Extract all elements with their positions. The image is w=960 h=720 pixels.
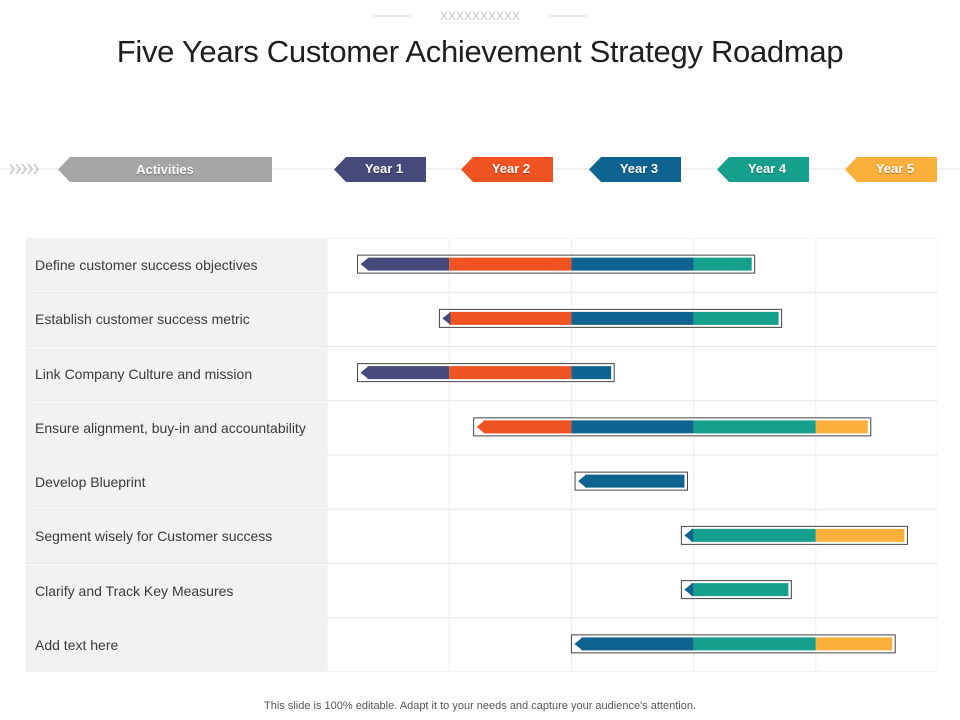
row-label-text: Add text here	[35, 636, 119, 653]
year-tag-3	[589, 157, 681, 182]
row-label-text: Link Company Culture and mission	[35, 365, 253, 382]
row-label-3: Link Company Culture and mission	[26, 347, 326, 400]
footer-note: This slide is 100% editable. Adapt it to…	[264, 700, 696, 712]
year-tag-4	[717, 157, 809, 182]
row-label-text: Segment wisely for Customer success	[35, 528, 273, 545]
row-label-2: Establish customer success metric	[26, 293, 326, 346]
year-tag-1	[334, 157, 426, 182]
year-label-4: Year 4	[747, 161, 787, 176]
top-ornament: XXXXXXXXXX	[374, 9, 586, 23]
row-label-1: Define customer success objectives	[26, 239, 326, 292]
row-label-4: Ensure alignment, buy-in and accountabil…	[26, 401, 326, 454]
row-label-text: Define customer success objectives	[35, 257, 258, 274]
chevrons-icon	[9, 163, 39, 175]
page-title: Five Years Customer Achievement Strategy…	[116, 34, 844, 69]
row-label-8: Add text here	[26, 618, 326, 671]
activities-label: Activities	[136, 162, 194, 177]
year-label-2: Year 2	[491, 161, 531, 176]
year-label-1: Year 1	[364, 161, 404, 176]
year-label-3: Year 3	[619, 161, 659, 176]
row-label-6: Segment wisely for Customer success	[26, 510, 326, 563]
row-label-text: Clarify and Track Key Measures	[35, 582, 234, 599]
row-label-5: Develop Blueprint	[26, 456, 326, 509]
row-label-text: Establish customer success metric	[35, 311, 250, 328]
year-tag-5	[845, 157, 937, 182]
year-tag-2	[461, 157, 553, 182]
header-band	[0, 157, 960, 182]
year-label-5: Year 5	[875, 161, 915, 176]
activities-tag	[58, 157, 272, 182]
ornament-text: XXXXXXXXXX	[440, 9, 520, 23]
row-label-text: Ensure alignment, buy-in and accountabil…	[35, 419, 306, 436]
row-label-text: Develop Blueprint	[35, 474, 146, 491]
row-label-7: Clarify and Track Key Measures	[26, 564, 326, 617]
